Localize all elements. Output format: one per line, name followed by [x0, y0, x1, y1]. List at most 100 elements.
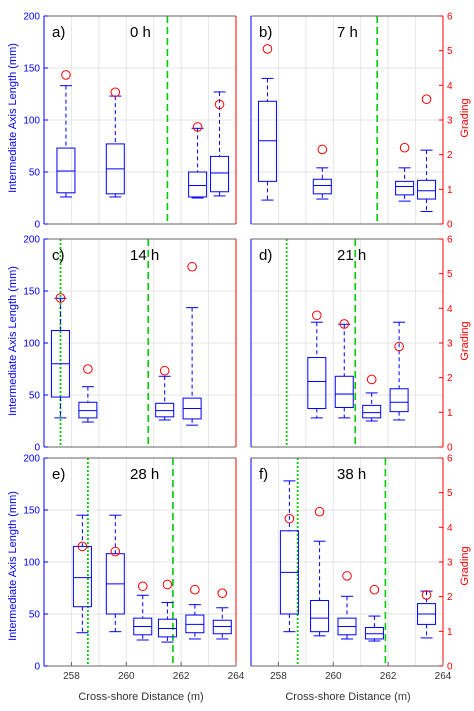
x-axis-label-left: Cross-shore Distance (m)	[78, 691, 203, 703]
y-tick-label-right: 4	[447, 304, 453, 315]
grading-marker	[339, 319, 350, 329]
y-tick-label-right: 2	[447, 373, 453, 384]
y-tick-label-right: 3	[447, 116, 453, 127]
grading-marker	[137, 581, 148, 592]
boxplot-2	[312, 167, 332, 200]
box-iqr	[364, 627, 384, 640]
y-axis-label-right-middle: Grading	[459, 321, 471, 360]
panel-time: 21 h	[337, 247, 366, 264]
boxplot-3	[188, 127, 208, 199]
y-tick-label-left: 150	[23, 287, 40, 298]
box-iqr	[310, 599, 330, 633]
panel-label: e)	[52, 466, 65, 483]
grading-marker	[159, 365, 170, 376]
x-axis-label-right: Cross-shore Distance (m)	[285, 691, 410, 703]
grading-marker	[314, 506, 325, 517]
panel-label: f)	[259, 466, 268, 483]
boxplot-4	[417, 149, 437, 213]
y-tick-label-right: 1	[447, 408, 453, 419]
y-tick-label-right: 1	[447, 185, 453, 196]
boxplot-1	[72, 514, 92, 634]
grading-marker	[284, 513, 295, 524]
panel-e: 0 50 100 150 200 258 260 262 264 e) 28 h	[23, 454, 244, 683]
grading-marker	[342, 571, 352, 581]
panel-d: 0 1 2 3 4 5 6 d) 21 h	[250, 235, 453, 454]
box-iqr	[362, 404, 382, 419]
box-iqr	[212, 619, 232, 635]
grading-marker	[61, 70, 71, 80]
grading-marker	[187, 261, 197, 272]
panel-label: d)	[259, 247, 272, 264]
boxplot-1	[279, 480, 299, 633]
y-tick-label-left: 100	[23, 339, 40, 350]
y-tick-label-right: 5	[447, 46, 453, 57]
panel-time: 14 h	[130, 247, 159, 264]
y-tick-label-left: 0	[34, 662, 40, 673]
boxplot-3	[395, 167, 415, 202]
boxplot-4	[182, 307, 202, 426]
panel-time: 38 h	[337, 466, 366, 483]
x-tick-label: 264	[435, 671, 452, 682]
panel-time: 28 h	[130, 466, 159, 483]
x-tick-label: 262	[380, 671, 397, 682]
box-iqr	[417, 179, 437, 200]
box-iqr	[56, 147, 76, 194]
y-tick-label-left: 150	[23, 506, 40, 517]
y-tick-label-left: 50	[29, 610, 41, 621]
panel-time: 7 h	[337, 24, 358, 41]
y-tick-label-left: 50	[29, 391, 41, 402]
y-tick-label-left: 0	[34, 443, 40, 454]
box-iqr	[389, 388, 409, 413]
panel-f: 0 1 2 3 4 5 6 258 260 262 264 f) 38 h	[250, 454, 453, 682]
panel-time: 0 h	[130, 24, 151, 41]
box-iqr	[257, 100, 277, 182]
y-tick-label-left: 100	[23, 558, 40, 569]
y-tick-label-right: 5	[447, 488, 453, 499]
boxplot-4	[364, 615, 384, 642]
panel-grid	[43, 15, 237, 225]
grading-marker	[369, 584, 380, 595]
y-tick-label-left: 50	[29, 168, 41, 179]
y-tick-label-right: 6	[447, 235, 453, 246]
grading-marker	[77, 541, 88, 552]
y-tick-label-right: 3	[447, 339, 453, 350]
grading-marker	[55, 293, 66, 303]
y-tick-label-right: 0	[447, 220, 453, 231]
y-tick-label-left: 150	[23, 64, 40, 75]
x-tick-label: 260	[325, 671, 342, 682]
x-tick-label: 258	[270, 671, 287, 682]
y-axis-label-left-bottom: Intermediate Axis Length (mm)	[7, 491, 19, 641]
y-tick-label-right: 6	[447, 12, 453, 23]
y-tick-label-right: 2	[447, 592, 453, 603]
x-tick-label: 264	[228, 671, 245, 682]
panel-c: 0 50 100 150 200 c) 14 h	[23, 235, 237, 454]
grading-marker	[162, 579, 173, 590]
panel-a: 0 50 100 150 200 a) 0 h	[23, 12, 237, 231]
y-axis-label-right-bottom: Grading	[459, 546, 471, 585]
grading-marker	[262, 44, 273, 54]
panel-label: a)	[52, 24, 65, 41]
y-tick-label-right: 4	[447, 81, 453, 92]
grading-marker	[192, 122, 203, 132]
y-tick-label-left: 100	[23, 116, 40, 127]
y-tick-label-left: 0	[34, 220, 40, 231]
box-iqr	[334, 375, 354, 408]
y-tick-label-right: 4	[447, 523, 453, 534]
box-iqr	[210, 155, 230, 193]
y-tick-label-right: 1	[447, 627, 453, 638]
box-iqr	[157, 618, 177, 638]
boxplot-3	[362, 392, 382, 422]
box-iqr	[185, 614, 205, 634]
grading-marker	[214, 99, 225, 110]
boxplot-1	[307, 321, 327, 419]
x-tick-label: 260	[118, 671, 135, 682]
y-tick-label-left: 200	[23, 12, 40, 23]
boxplot-2	[78, 386, 98, 423]
grading-marker	[394, 341, 404, 352]
box-iqr	[72, 545, 92, 608]
boxplot-6	[212, 607, 232, 640]
boxplot-1	[257, 77, 277, 201]
box-iqr	[78, 401, 98, 419]
